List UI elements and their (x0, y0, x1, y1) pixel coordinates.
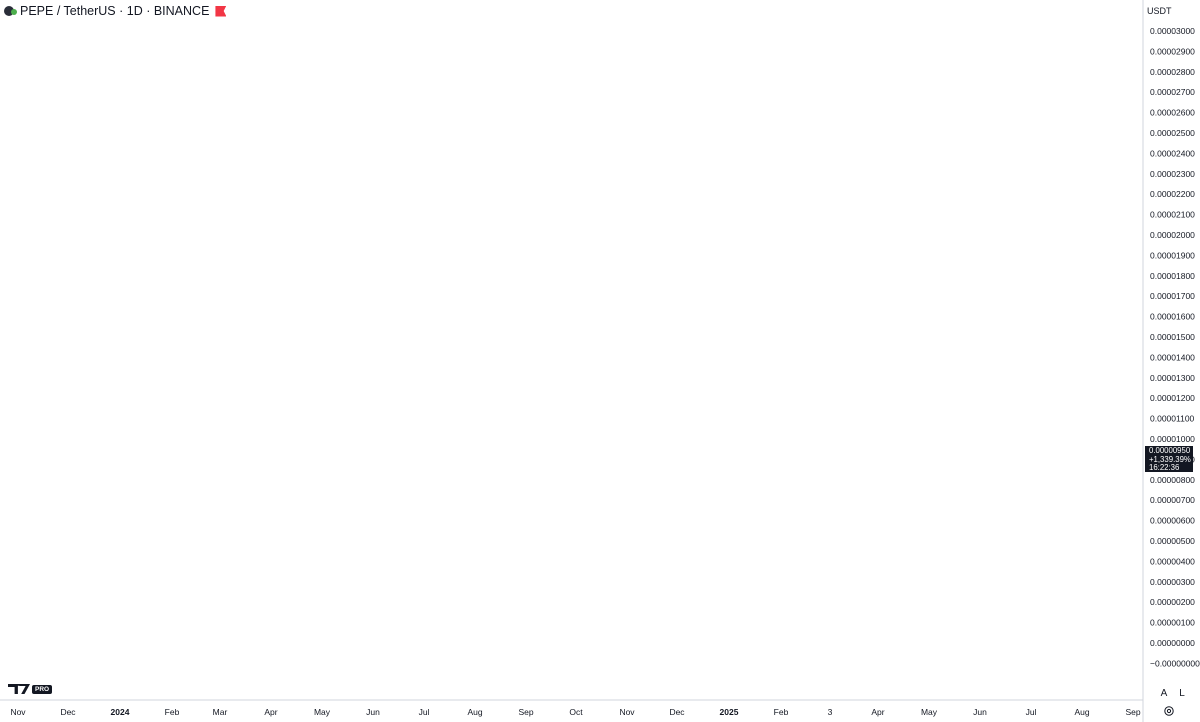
x-tick-label: Nov (10, 707, 26, 717)
currency-selector[interactable]: USDT (1147, 6, 1172, 16)
y-tick-label: 0.00001000 (1150, 434, 1195, 444)
tradingview-logo: PRO (8, 684, 53, 694)
x-tick-label: Mar (213, 707, 228, 717)
x-tick-label: Aug (1074, 707, 1089, 717)
y-tick-label: 0.00001400 (1150, 352, 1195, 362)
current-price-badge: 0.00000950 +1,339.39% 16:22:36 (1145, 446, 1193, 472)
y-tick-label: 0.00001700 (1150, 291, 1195, 301)
price-change: +1,339.39% (1149, 454, 1191, 464)
y-tick-label: −0.00000000 (1150, 658, 1200, 668)
x-tick-label: Apr (871, 707, 884, 717)
y-tick-label: 0.00002500 (1150, 128, 1195, 138)
y-tick-label: 0.00001200 (1150, 393, 1195, 403)
x-tick-label: Jul (1026, 707, 1037, 717)
y-tick-label: 0.00000400 (1150, 556, 1195, 566)
x-tick-label: 2025 (720, 707, 739, 717)
y-tick-label: 0.00002000 (1150, 230, 1195, 240)
current-price: 0.00000950 (1149, 446, 1191, 455)
y-tick-label: 0.00000200 (1150, 597, 1195, 607)
x-tick-label: 2024 (111, 707, 130, 717)
x-tick-label: Apr (264, 707, 277, 717)
y-tick-label: 0.00001300 (1150, 373, 1195, 383)
x-tick-label: Jun (973, 707, 987, 717)
x-tick-label: Jun (366, 707, 380, 717)
x-tick-label: May (921, 707, 938, 717)
x-tick-label: Feb (774, 707, 789, 717)
y-tick-label: 0.00002900 (1150, 46, 1195, 56)
auto-scale-button[interactable]: A (1160, 688, 1168, 699)
y-tick-label: 0.00000600 (1150, 516, 1195, 526)
y-tick-label: 0.00002700 (1150, 87, 1195, 97)
y-tick-label: 0.00002100 (1150, 210, 1195, 220)
pro-badge: PRO (32, 684, 53, 694)
y-tick-label: 0.00002200 (1150, 189, 1195, 199)
y-tick-label: 0.00000700 (1150, 495, 1195, 505)
y-tick-label: 0.00001500 (1150, 332, 1195, 342)
x-tick-label: Aug (467, 707, 482, 717)
y-tick-label: 0.00001800 (1150, 271, 1195, 281)
x-tick-label: Dec (669, 707, 685, 717)
y-tick-label: 0.00000100 (1150, 618, 1195, 628)
x-tick-label: Oct (569, 707, 583, 717)
pepe-logo-icon (4, 6, 17, 16)
y-tick-label: 0.00000300 (1150, 577, 1195, 587)
y-tick-label: 0.00003000 (1150, 26, 1195, 36)
y-tick-label: 0.00001900 (1150, 250, 1195, 260)
y-tick-label: 0.00002800 (1150, 67, 1195, 77)
tradingview-icon (8, 684, 30, 694)
symbol-header: PEPE / TetherUS · 1D · BINANCE (0, 0, 227, 22)
y-tick-label: 0.00001100 (1150, 414, 1195, 424)
x-tick-label: Feb (165, 707, 180, 717)
x-tick-label: Jul (419, 707, 430, 717)
y-tick-label: 0.00002400 (1150, 148, 1195, 158)
bar-countdown: 16:22:36 (1149, 463, 1180, 472)
x-tick-label: 3 (828, 707, 833, 717)
y-tick-label: 0.00002300 (1150, 169, 1195, 179)
y-tick-label: 0.00000000 (1150, 638, 1195, 648)
y-tick-label: 0.00000800 (1150, 475, 1195, 485)
log-scale-button[interactable]: L (1179, 688, 1185, 699)
x-tick-label: Nov (619, 707, 635, 717)
x-tick-label: Sep (518, 707, 533, 717)
settings-gear-icon[interactable] (1163, 705, 1175, 717)
symbol-title[interactable]: PEPE / TetherUS · 1D · BINANCE (20, 4, 210, 18)
x-tick-label: May (314, 707, 331, 717)
flag-icon[interactable] (215, 5, 227, 17)
x-tick-label: Sep (1125, 707, 1140, 717)
y-tick-label: 0.00001600 (1150, 312, 1195, 322)
y-tick-label: 0.00002600 (1150, 108, 1195, 118)
x-tick-label: Dec (60, 707, 76, 717)
y-tick-label: 0.00000500 (1150, 536, 1195, 546)
